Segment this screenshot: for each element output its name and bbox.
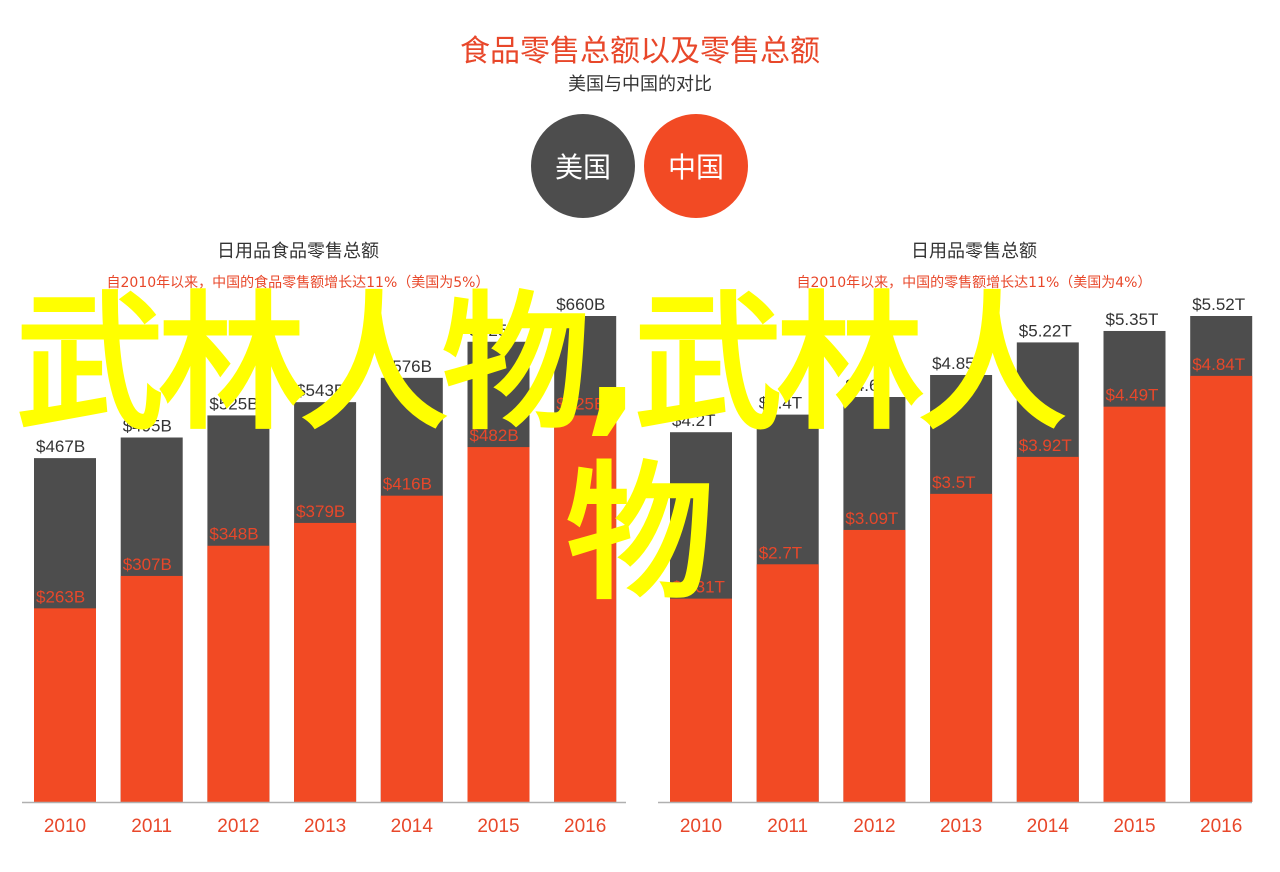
label-china: $525B: [556, 394, 605, 413]
legend-us: 美国: [531, 114, 635, 218]
label-us: $467B: [36, 437, 85, 456]
label-us: $5.52T: [1192, 295, 1245, 314]
label-us: $4.2T: [672, 411, 715, 430]
label-china: $4.84T: [1192, 355, 1245, 374]
chart-title: 日用品零售总额: [911, 241, 1037, 262]
label-china: $482B: [470, 426, 519, 445]
bar-china: [120, 575, 183, 802]
bar-china: [554, 415, 617, 802]
tick-label: 2016: [1200, 816, 1242, 837]
label-us: $4.85T: [932, 354, 985, 373]
label-us: $4.4T: [759, 394, 802, 413]
bar-china: [294, 522, 357, 802]
tick-label: 2010: [44, 816, 86, 837]
bar-china: [207, 545, 270, 802]
bar-china: [1103, 406, 1166, 802]
label-china: $263B: [36, 587, 85, 606]
label-us: $625B: [470, 321, 519, 340]
tick-label: 2011: [131, 816, 172, 837]
page-subtitle: 美国与中国的对比: [568, 74, 712, 95]
label-china: $2.31T: [672, 578, 725, 597]
label-china: $3.5T: [932, 473, 975, 492]
bar-china: [467, 447, 530, 802]
tick-label: 2011: [767, 816, 808, 837]
label-china: $348B: [209, 525, 258, 544]
bar-china: [670, 598, 732, 802]
bar-china: [1190, 375, 1253, 802]
tick-label: 2014: [391, 816, 434, 837]
label-china: $2.7T: [759, 543, 802, 562]
tick-label: 2015: [1113, 816, 1155, 837]
tick-label: 2013: [940, 816, 982, 837]
bar-china: [380, 495, 443, 802]
label-china: $416B: [383, 475, 432, 494]
label-china: $307B: [123, 555, 172, 574]
bar-china: [34, 608, 96, 802]
chart-title: 日用品食品零售总额: [217, 241, 379, 262]
bar-china: [843, 529, 906, 802]
tick-label: 2012: [853, 816, 895, 837]
label-us: $525B: [209, 394, 258, 413]
legend-china: 中国: [644, 114, 748, 218]
bar-china: [756, 564, 819, 802]
tick-label: 2013: [304, 816, 346, 837]
bar-china: [930, 493, 993, 802]
chart-subtitle: 自2010年以来，中国的食品零售额增长达11%（美国为5%）: [107, 274, 490, 291]
tick-label: 2015: [477, 816, 519, 837]
label-china: $379B: [296, 502, 345, 521]
label-us: $543B: [296, 381, 345, 400]
chart-subtitle: 自2010年以来，中国的零售额增长达11%（美国为4%）: [797, 275, 1152, 291]
label-us: $495B: [123, 417, 172, 436]
label-china: $3.92T: [1019, 436, 1072, 455]
label-us: $660B: [556, 295, 605, 314]
page-title: 食品零售总额以及零售总额: [460, 34, 820, 69]
label-us: $4.6T: [845, 376, 888, 395]
tick-label: 2010: [680, 816, 722, 837]
tick-label: 2012: [217, 816, 259, 837]
label-us: $576B: [383, 357, 432, 376]
label-china: $4.49T: [1106, 386, 1159, 405]
label-us: $5.35T: [1106, 310, 1159, 329]
label-china: $3.09T: [845, 509, 898, 528]
bar-china: [1016, 456, 1079, 802]
tick-label: 2014: [1027, 816, 1070, 837]
tick-label: 2016: [564, 816, 606, 837]
label-us: $5.22T: [1019, 321, 1072, 340]
